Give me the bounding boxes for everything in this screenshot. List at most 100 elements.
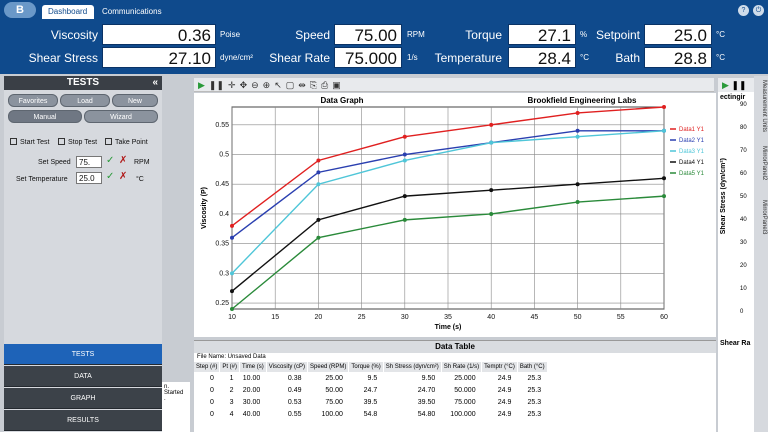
nav-data[interactable]: DATA [4,366,162,387]
cursor-icon[interactable]: ↖ [274,80,282,90]
zoom-out-icon[interactable]: ⊖ [251,80,259,90]
data-point [316,217,321,222]
x-tick-label: 15 [271,314,279,321]
cancel-temperature-icon[interactable]: ✗ [119,171,128,182]
zoom-in-icon[interactable]: ⊕ [262,80,271,90]
select-box-icon[interactable]: ▢ [285,80,295,90]
table-cell: 50.00 [325,386,343,394]
load-button[interactable]: Load [60,94,110,107]
pan-icon[interactable]: ✥ [239,80,248,90]
play-icon[interactable]: ▶ [198,80,205,90]
pause-icon[interactable]: ❚❚ [731,80,747,90]
play-icon[interactable]: ▶ [722,80,729,90]
x-tick-label: 30 [401,314,409,321]
x-tick-label: 45 [531,314,539,321]
table-row[interactable]: 0 1 10.00 0.38 25.00 9.5 9.50 25.000 24.9 25.3 [194,372,547,384]
stop-test-checkbox[interactable]: Stop Test [58,138,97,146]
x-tick-label: 35 [444,314,452,321]
checkbox-icon [105,138,112,145]
x-tick-label: 55 [617,314,625,321]
column-header[interactable]: Sh Rate (1/s) [441,362,483,372]
wizard-button[interactable]: Wizard [84,110,158,123]
confirm-speed-icon[interactable]: ✓ [106,155,115,166]
y-tick-label: 0.3 [219,270,229,277]
log-line: . [164,396,166,402]
table-row[interactable]: 0 2 20.00 0.49 50.00 24.7 24.70 50.000 24.9 25.3 [194,384,547,396]
tab-communications[interactable]: Communications [102,7,162,16]
table-cell: 25.3 [527,374,542,382]
shear-rate-label: Shear Rate [269,51,330,65]
table-row[interactable]: 0 3 30.00 0.53 75.00 39.5 39.50 75.000 24.9 25.3 [194,396,547,408]
window-controls: ? ⏻ [738,5,764,16]
help-icon[interactable]: ? [738,5,749,16]
cancel-speed-icon[interactable]: ✗ [119,155,128,166]
new-button[interactable]: New [112,94,158,107]
set-temperature-input[interactable]: 25.0 [76,172,102,184]
tab-mirror-panel-2[interactable]: MirrorPanel2 [761,146,767,181]
take-point-checkbox[interactable]: Take Point [105,138,148,146]
tab-dashboard[interactable]: Dashboard [42,5,94,19]
table-cell: 1 [229,374,234,382]
right-tick-label: 50 [740,194,747,200]
speed-unit: RPM [407,30,425,39]
column-header[interactable]: Torque (%) [348,362,384,372]
data-table: Step (#) Pt (#) Time (s) Viscosity (cP) Spee… [194,362,548,420]
crosshair-icon[interactable]: ✛ [228,80,236,90]
viscosity-value: 0.36 [102,24,216,45]
x-tick-label: 10 [228,314,236,321]
data-point [402,152,407,157]
data-point [489,140,494,145]
shear-stress-value: 27.10 [102,47,216,68]
table-cell: 25.3 [527,410,542,418]
x-tick-label: 50 [574,314,582,321]
table-cell: 24.9 [497,410,512,418]
table-cell: 20.00 [242,386,261,394]
data-point [575,200,580,205]
setpoint-value: 25.0 [644,24,712,45]
column-header[interactable]: Speed (RPM) [307,362,350,372]
favorites-button[interactable]: Favorites [8,94,58,107]
table-cell: 75.000 [454,398,476,406]
viscosity-chart[interactable]: 10 15 20 25 30 35 40 45 50 55 60 0.25 0.3 0.35 0.4 0.45… [194,93,716,337]
column-header[interactable]: Viscosity (cP) [266,362,309,372]
table-cell: 0.38 [287,374,302,382]
nav-results[interactable]: RESULTS [4,410,162,431]
save-icon[interactable]: ▣ [332,80,341,90]
set-speed-input[interactable]: 75. [76,156,102,168]
nav-graph[interactable]: GRAPH [4,388,162,409]
speed-value: 75.00 [334,24,402,45]
column-header[interactable]: Time (s) [239,362,267,372]
right-tick-label: 60 [740,171,747,177]
column-header[interactable]: Step (#) [194,362,221,372]
pause-icon[interactable]: ❚❚ [208,80,225,90]
fit-icon[interactable]: ⇹ [298,80,306,90]
column-header[interactable]: Pt (#) [219,362,241,372]
table-cell: 24.7 [363,386,378,394]
table-cell: 24.9 [497,386,512,394]
print-icon[interactable]: ⎙ [321,80,329,90]
x-tick-label: 25 [358,314,366,321]
nav-tests[interactable]: TESTS [4,344,162,365]
table-cell: 0 [209,398,214,406]
log-line: n. [164,384,170,390]
shear-rate-unit: 1/s [407,53,418,62]
table-cell: 0.53 [287,398,302,406]
manual-button[interactable]: Manual [8,110,82,123]
data-point [230,271,234,276]
start-test-checkbox[interactable]: Start Test [10,138,49,146]
tests-panel: TESTS « Favorites Load New Manual Wizard… [4,76,162,432]
right-tick-label: 40 [740,217,747,223]
column-header[interactable]: Bath (°C) [517,362,548,372]
table-row[interactable]: 0 4 40.00 0.55 100.00 54.8 54.80 100.000 24.9 25.… [194,408,547,420]
column-header[interactable]: Temptr (°C) [481,362,518,372]
data-point [230,289,234,294]
confirm-temperature-icon[interactable]: ✓ [106,171,115,182]
tab-mirror-panel-3[interactable]: MirrorPanel3 [761,200,767,235]
data-point [575,128,580,133]
tab-measurement-units[interactable]: Measurement Units [761,80,767,133]
power-icon[interactable]: ⏻ [753,5,764,16]
copy-icon[interactable]: ⎘ [309,80,318,90]
collapse-icon[interactable]: « [152,77,158,88]
y-tick-label: 0.35 [215,241,229,248]
column-header[interactable]: Sh Stress (dyn/cm²) [383,362,442,372]
